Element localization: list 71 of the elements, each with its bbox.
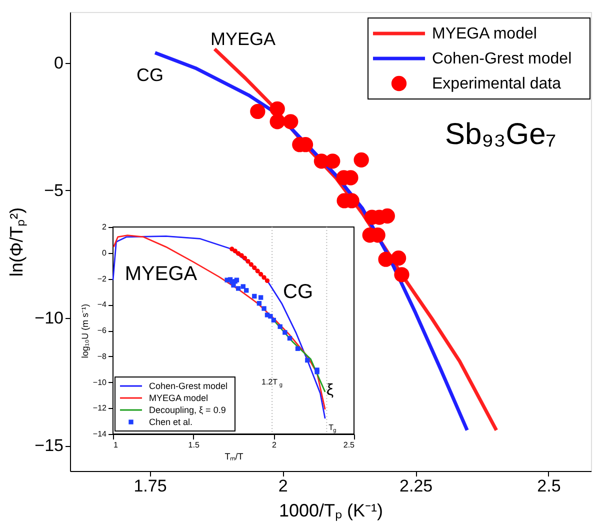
- point: [236, 286, 241, 291]
- y-tick-label: 0: [54, 54, 64, 72]
- annotation: Sb₉₃Ge₇: [445, 118, 556, 151]
- point: [390, 250, 406, 266]
- y-tick-label: −15: [34, 436, 64, 455]
- annotation: MYEGA: [124, 263, 198, 285]
- point: [283, 114, 298, 130]
- y-tick-label: −14: [92, 430, 108, 438]
- point: [244, 288, 249, 293]
- legend-label: MYEGA model: [432, 26, 537, 42]
- point: [394, 267, 410, 282]
- point: [232, 248, 238, 254]
- point: [325, 154, 340, 169]
- y-axis-title: log₁₀U (m s⁻¹): [80, 304, 90, 358]
- point: [287, 336, 292, 341]
- y-tick-label: −10: [34, 308, 64, 328]
- point: [270, 101, 285, 116]
- x-tick-label: 2: [272, 440, 277, 450]
- annotation: ξ: [326, 382, 334, 399]
- y-tick-label: 2: [102, 222, 108, 232]
- point: [240, 284, 246, 289]
- x-axis-title: 1000/Tₚ (K⁻¹): [278, 500, 384, 522]
- legend-label: Decoupling, ξ = 0.9: [149, 405, 226, 415]
- legend-label: Cohen-Grest model: [149, 381, 228, 391]
- point: [270, 114, 285, 130]
- point: [262, 306, 266, 311]
- y-tick-label: −6: [97, 326, 108, 335]
- point: [262, 275, 266, 280]
- point: [256, 300, 262, 306]
- y-tick-label: 0: [102, 248, 108, 258]
- y-tick-label: −12: [92, 404, 108, 413]
- point: [305, 358, 310, 363]
- point: [278, 324, 282, 329]
- y-tick-label: −2: [97, 274, 108, 284]
- x-tick-label: 1.75: [134, 476, 167, 496]
- annotation: MYEGA: [210, 29, 276, 49]
- x-tick-label: 2.5: [343, 440, 356, 450]
- point: [255, 268, 260, 274]
- x-tick-label: 1: [114, 440, 118, 450]
- legend-label: Cohen-Grest model: [432, 50, 572, 68]
- x-tick-label: 2.25: [400, 476, 433, 496]
- point: [354, 152, 369, 168]
- point: [242, 256, 248, 260]
- y-tick-label: −5: [44, 181, 64, 200]
- legend-label: Chen et al.: [149, 417, 193, 427]
- y-tick-label: −8: [97, 352, 108, 361]
- x-tick-label: 2: [278, 476, 288, 496]
- point: [271, 318, 276, 322]
- point: [258, 272, 264, 277]
- point: [295, 346, 300, 351]
- x-axis-title: Tₘ/T: [224, 452, 244, 462]
- point: [264, 278, 270, 284]
- point: [239, 253, 244, 258]
- legend-label: Experimental data: [432, 76, 562, 92]
- legend-label: MYEGA model: [149, 393, 208, 403]
- point: [252, 294, 257, 299]
- annotation: CG: [283, 281, 313, 303]
- x-tick-label: 2.5: [537, 476, 561, 496]
- point: [246, 258, 250, 264]
- point: [378, 252, 394, 267]
- point: [268, 314, 273, 319]
- point: [248, 262, 254, 267]
- point: [282, 330, 288, 335]
- point: [252, 265, 257, 270]
- point: [258, 295, 264, 300]
- annotation: CG: [136, 65, 164, 85]
- x-tick-label: 1.5: [188, 440, 200, 450]
- y-axis-title: ln(Φ/Tₚ²): [6, 207, 28, 277]
- y-tick-label: −10: [92, 378, 108, 387]
- point: [250, 104, 266, 120]
- y-tick-label: −4: [97, 300, 108, 310]
